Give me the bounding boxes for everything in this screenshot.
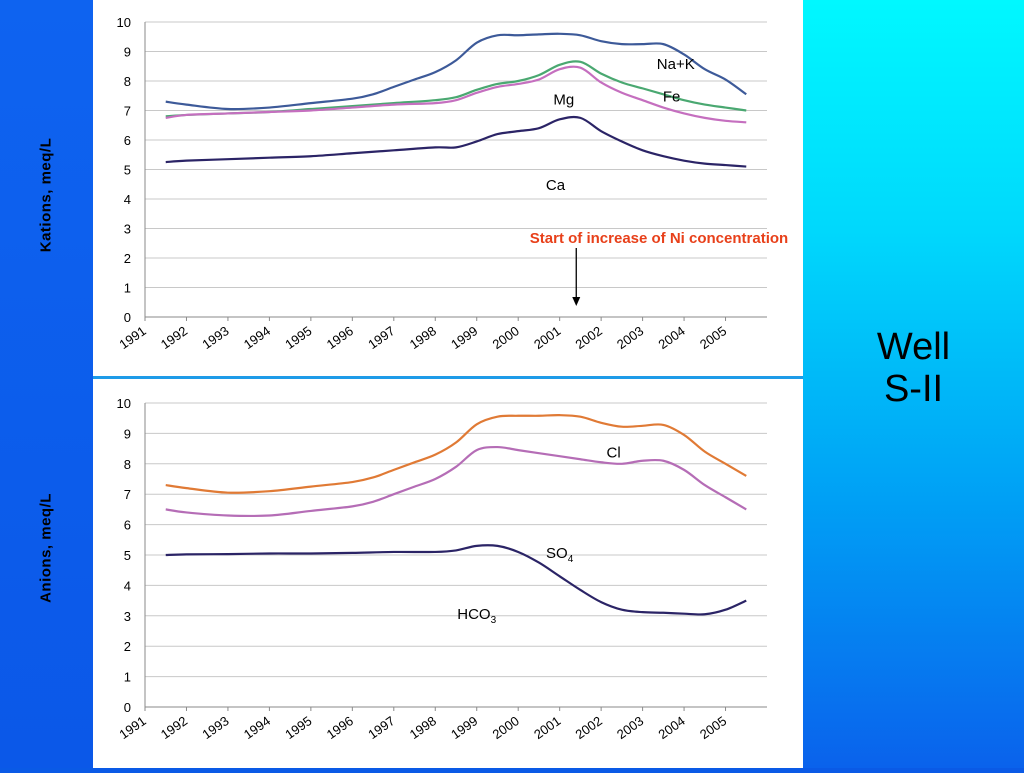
cations-annotation-text: Start of increase of Ni concentration [530,230,788,247]
anions-xtick-label: 1998 [407,713,439,742]
anions-xtick-label: 1994 [241,713,273,742]
cations-ytick-label: 6 [124,133,131,148]
anions-xtick-label: 1999 [448,713,480,742]
anions-xtick-label: 1991 [116,713,148,742]
cations-xtick-label: 1991 [116,323,148,352]
anions-series-line-2 [165,445,747,518]
anions-ylabel: Anions, meq/L [37,493,55,603]
cations-series-line-1 [165,32,747,111]
cations-xtick-label: 2005 [697,323,729,352]
anions-xtick-label: 2004 [655,713,687,742]
anions-ytick-label: 10 [117,396,131,411]
page-title: Well S-II [803,326,1024,410]
anions-ytick-label: 0 [124,700,131,715]
anions-chart: 0 1 2 3 4 5 6 7 8 9 10 1991 1992 1993 1994 1995 1996 1997… [93,379,803,768]
anions-ytick-label: 9 [124,426,131,441]
anions-series-label: HCO3 [457,606,496,626]
cations-xtick-label: 1993 [199,323,231,352]
cations-ytick-label: 1 [124,281,131,296]
anions-xtick-label: 1992 [158,713,190,742]
anions-xtick-label: 1996 [324,713,356,742]
cations-ytick-label: 4 [124,192,131,207]
anions-xtick-label: 1993 [199,713,231,742]
title-line-1: Well [876,326,951,368]
cations-annotation-arrowhead [572,297,581,306]
anions-xtick-label: 1997 [365,713,397,742]
anions-series-line-1 [165,414,747,494]
anions-series-label: SO4 [546,545,574,565]
chart-divider [93,376,803,379]
anions-ytick-label: 4 [124,578,131,593]
anions-xtick-label: 2003 [614,713,646,742]
cations-xtick-label: 1999 [448,323,480,352]
cations-xtick-label: 1992 [158,323,190,352]
anions-chart-svg: 0 1 2 3 4 5 6 7 8 9 10 1991 1992 1993 1994 1995 1996 1997… [116,396,767,742]
cations-series-label: Na+K [657,56,695,73]
cations-chart: 0 1 2 3 4 5 6 7 8 9 10 1991 1992 1993 1994 1995 1996 1997… [93,0,803,376]
cations-xtick-label: 2004 [655,323,687,352]
cations-ytick-label: 5 [124,163,131,178]
anions-series-label: Cl [606,445,620,462]
cations-ylabel: Kations, meq/L [37,137,55,253]
title-line-2: S-II [883,368,944,410]
cations-xtick-label: 2000 [490,323,522,352]
left-band [0,0,93,768]
cations-series-line-4 [165,115,747,168]
cations-ytick-label: 10 [117,15,131,30]
cations-series-label: Ca [546,177,566,194]
cations-ytick-label: 7 [124,104,131,119]
anions-ytick-label: 3 [124,609,131,624]
cations-xtick-label: 2003 [614,323,646,352]
cations-xtick-label: 1996 [324,323,356,352]
anions-xtick-label: 2001 [531,713,563,742]
cations-xtick-label: 1994 [241,323,273,352]
cations-series-label: Mg [553,92,574,109]
anions-xtick-label: 2005 [697,713,729,742]
cations-xtick-label: 1997 [365,323,397,352]
cations-xtick-label: 1998 [407,323,439,352]
cations-ytick-label: 3 [124,222,131,237]
anions-ytick-label: 1 [124,670,131,685]
cations-ytick-label: 0 [124,310,131,325]
anions-series-line-3 [165,544,747,616]
anions-xtick-label: 1995 [282,713,314,742]
cations-ytick-label: 8 [124,74,131,89]
anions-ytick-label: 5 [124,548,131,563]
anions-ytick-label: 7 [124,487,131,502]
cations-series-label: Fe [663,89,681,106]
cations-ytick-label: 2 [124,251,131,266]
anions-xtick-label: 2002 [573,713,605,742]
anions-ytick-label: 2 [124,639,131,654]
anions-ytick-label: 8 [124,457,131,472]
cations-xtick-label: 2001 [531,323,563,352]
cations-chart-svg: 0 1 2 3 4 5 6 7 8 9 10 1991 1992 1993 1994 1995 1996 1997… [116,15,788,352]
cations-xtick-label: 1995 [282,323,314,352]
anions-ytick-label: 6 [124,518,131,533]
cations-series-line-3 [165,65,747,124]
cations-ytick-label: 9 [124,45,131,60]
cations-xtick-label: 2002 [573,323,605,352]
anions-xtick-label: 2000 [490,713,522,742]
right-panel [803,0,1024,768]
